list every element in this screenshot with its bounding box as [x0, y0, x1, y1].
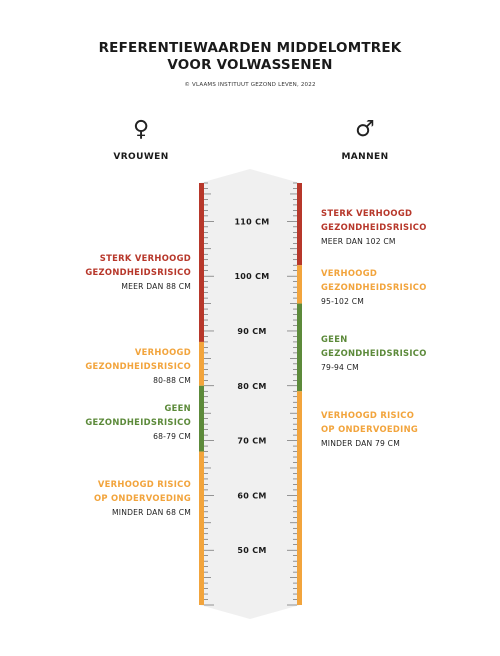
women-category-no-risk: GEEN GEZONDHEIDSRISICO 68-79 CM	[85, 401, 191, 444]
scale-label: 100 CM	[234, 272, 269, 281]
women-category-very-high-risk: STERK VERHOOGD GEZONDHEIDSRISICO MEER DA…	[85, 251, 191, 294]
women-risk-bar	[199, 183, 204, 605]
copyright-credit: © VLAAMS INSTITUUT GEZOND LEVEN, 2022	[184, 82, 316, 88]
category-name-line: GEEN	[164, 403, 191, 413]
category-name-line: OP ONDERVOEDING	[93, 493, 191, 503]
male-symbol-icon: ♂	[355, 117, 375, 142]
category-name-line: GEZONDHEIDSRISICO	[85, 267, 191, 277]
scale-label: 90 CM	[237, 327, 266, 336]
category-range: 79-94 CM	[321, 363, 359, 372]
title-line-1: REFERENTIEWAARDEN MIDDELOMTREK	[98, 40, 402, 56]
category-name-line: GEZONDHEIDSRISICO	[321, 348, 427, 358]
women-heading: VROUWEN	[113, 152, 169, 162]
category-name-line: STERK VERHOOGD	[321, 208, 413, 218]
scale-label: 80 CM	[237, 382, 266, 391]
category-range: 68-79 CM	[153, 432, 191, 441]
category-range: MEER DAN 102 CM	[321, 237, 396, 246]
women-ticks	[204, 182, 214, 606]
men-risk-bar	[297, 183, 302, 605]
women-category-undernutrition-risk: VERHOOGD RISICO OP ONDERVOEDING MINDER D…	[94, 477, 191, 520]
men-ticks	[287, 182, 297, 606]
women-bar-segment	[199, 451, 204, 605]
category-range: MINDER DAN 68 CM	[112, 508, 191, 517]
men-category-very-high-risk: STERK VERHOOGD GEZONDHEIDSRISICO MEER DA…	[321, 206, 427, 249]
category-name-line: VERHOOGD	[134, 347, 191, 357]
category-range: 95-102 CM	[321, 297, 364, 306]
category-range: 80-88 CM	[153, 376, 191, 385]
category-name-line: VERHOOGD	[321, 268, 378, 278]
page-title: REFERENTIEWAARDEN MIDDELOMTREK VOOR VOLW…	[0, 40, 500, 74]
women-bar-segment	[199, 183, 204, 342]
men-bar-segment	[297, 303, 302, 392]
women-category-high-risk: VERHOOGD GEZONDHEIDSRISICO 80-88 CM	[85, 345, 191, 388]
women-bar-segment	[199, 385, 204, 452]
scale-labels: 110 CM 100 CM 90 CM 80 CM 70 CM 60 CM 50 CM	[234, 217, 269, 555]
men-category-no-risk: GEEN GEZONDHEIDSRISICO 79-94 CM	[321, 332, 427, 375]
men-bar-segment	[297, 265, 302, 304]
scale-label: 50 CM	[237, 546, 266, 555]
men-heading: MANNEN	[341, 152, 389, 162]
category-name-line: VERHOOGD RISICO	[97, 479, 191, 489]
tape-background	[200, 169, 300, 619]
category-name-line: GEZONDHEIDSRISICO	[321, 222, 427, 232]
men-category-undernutrition-risk: VERHOOGD RISICO OP ONDERVOEDING MINDER D…	[321, 408, 418, 451]
category-name-line: GEZONDHEIDSRISICO	[321, 282, 427, 292]
category-name-line: GEEN	[321, 334, 348, 344]
title-line-2: VOOR VOLWASSENEN	[167, 57, 333, 73]
scale-label: 110 CM	[234, 217, 269, 226]
scale-label: 70 CM	[237, 437, 266, 446]
men-category-high-risk: VERHOOGD GEZONDHEIDSRISICO 95-102 CM	[321, 266, 427, 309]
category-range: MEER DAN 88 CM	[121, 282, 191, 291]
category-name-line: GEZONDHEIDSRISICO	[85, 361, 191, 371]
men-bar-segment	[297, 183, 302, 266]
female-symbol-icon: ♀	[132, 117, 150, 142]
women-bar-segment	[199, 341, 204, 386]
category-name-line: VERHOOGD RISICO	[321, 410, 415, 420]
category-name-line: OP ONDERVOEDING	[321, 424, 419, 434]
category-name-line: GEZONDHEIDSRISICO	[85, 417, 191, 427]
men-bar-segment	[297, 391, 302, 605]
scale-label: 60 CM	[237, 491, 266, 500]
category-range: MINDER DAN 79 CM	[321, 439, 400, 448]
category-name-line: STERK VERHOOGD	[99, 253, 191, 263]
